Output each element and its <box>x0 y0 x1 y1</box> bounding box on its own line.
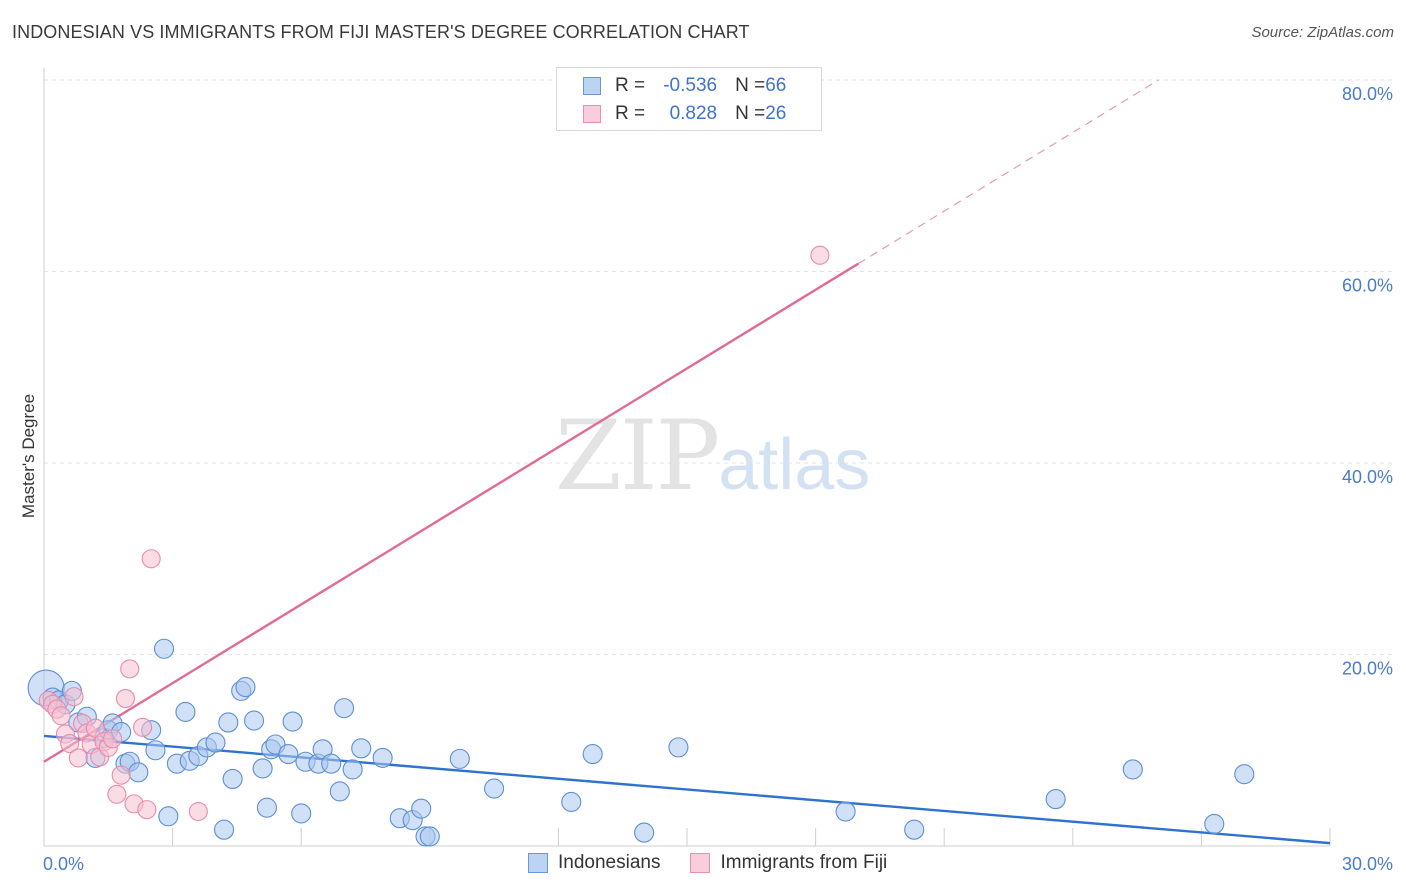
legend-n-value: 26 <box>765 103 787 124</box>
point-indonesians <box>484 778 505 799</box>
point-indonesians <box>1234 764 1255 785</box>
point-indonesians <box>128 762 149 783</box>
point-fiji <box>141 549 161 569</box>
legend-row-fiji: R = 0.828 N = 26 <box>583 102 786 126</box>
watermark-zip: ZIP <box>555 400 720 512</box>
point-indonesians <box>291 803 312 824</box>
series-legend-indonesians[interactable]: Indonesians <box>528 852 660 874</box>
point-fiji <box>810 245 830 265</box>
point-indonesians <box>1045 789 1066 810</box>
point-fiji <box>133 717 153 737</box>
legend-swatch-blue <box>583 77 601 95</box>
point-indonesians <box>351 738 372 759</box>
point-fiji <box>103 729 123 749</box>
y-tick-label: 80.0% <box>1342 84 1393 104</box>
series-legend-label: Immigrants from Fiji <box>720 852 888 873</box>
y-tick-label: 40.0% <box>1342 467 1393 487</box>
series-legend-label: Indonesians <box>558 852 661 873</box>
trend-line-indonesians <box>43 734 1331 845</box>
trend-line-fiji-extension <box>858 79 1159 265</box>
legend-r-value: 0.828 <box>669 103 718 124</box>
series-swatch-pink <box>690 853 711 873</box>
point-indonesians <box>153 638 175 659</box>
series-legend: Indonesians Immigrants from Fiji <box>528 852 917 874</box>
watermark-atlas: atlas <box>718 425 871 505</box>
correlation-legend: R = -0.536 N = 66 R = 0.828 N = 26 <box>556 67 822 131</box>
grid-lines <box>44 79 1392 655</box>
x-tick-label: 30.0% <box>1342 854 1393 874</box>
y-tick-label: 20.0% <box>1342 659 1393 679</box>
series-swatch-blue <box>528 853 548 873</box>
point-indonesians <box>334 698 355 719</box>
point-indonesians <box>449 748 470 769</box>
point-indonesians <box>1204 813 1225 835</box>
point-indonesians <box>668 737 689 758</box>
point-indonesians <box>158 806 179 827</box>
point-indonesians <box>582 744 603 765</box>
point-indonesians <box>835 801 856 822</box>
point-indonesians <box>329 781 350 802</box>
x-tick-label: 0.0% <box>43 854 84 874</box>
point-indonesians <box>561 791 582 813</box>
point-fiji <box>137 800 157 820</box>
point-fiji <box>111 765 131 785</box>
legend-r-label: R = <box>615 103 646 124</box>
point-fiji <box>115 688 135 709</box>
y-tick-labels: 20.0% 40.0% 60.0% 80.0% <box>1342 84 1393 679</box>
point-fiji <box>120 659 140 679</box>
legend-n-value: 66 <box>765 75 787 96</box>
point-indonesians <box>321 753 342 774</box>
point-indonesians <box>634 822 655 843</box>
point-indonesians <box>145 740 166 761</box>
point-fiji <box>85 718 105 738</box>
point-indonesians <box>419 826 440 847</box>
point-fiji <box>188 801 208 822</box>
legend-r-label: R = <box>615 75 646 96</box>
point-fiji <box>60 733 80 754</box>
point-fiji <box>68 748 88 768</box>
zipatlas-watermark: ZIPatlas <box>555 400 870 512</box>
legend-n-label: N = <box>735 75 766 96</box>
point-indonesians <box>411 798 432 819</box>
point-indonesians <box>1122 759 1143 780</box>
legend-row-indonesians: R = -0.536 N = 66 <box>583 74 786 98</box>
legend-n-label: N = <box>735 103 766 124</box>
point-fiji <box>107 784 127 804</box>
chart-title: INDONESIAN VS IMMIGRANTS FROM FIJI MASTE… <box>12 22 750 42</box>
trend-line-fiji <box>43 262 860 763</box>
y-tick-label: 60.0% <box>1342 276 1393 296</box>
point-indonesians <box>282 711 303 732</box>
point-indonesians <box>175 701 196 723</box>
legend-r-value: -0.536 <box>663 75 718 96</box>
point-indonesians <box>205 732 226 753</box>
y-axis-label: Master's Degree <box>19 394 38 518</box>
trend-lines <box>43 79 1331 845</box>
point-indonesians <box>252 758 273 779</box>
point-indonesians <box>235 677 256 698</box>
series-legend-fiji[interactable]: Immigrants from Fiji <box>690 852 887 874</box>
point-indonesians <box>342 759 363 780</box>
point-indonesians <box>256 797 277 818</box>
point-indonesians <box>222 768 243 790</box>
legend-swatch-pink <box>583 105 601 123</box>
x-tick-labels: 0.0% 30.0% <box>43 854 1393 874</box>
point-fiji <box>64 687 84 707</box>
point-indonesians <box>278 744 299 765</box>
point-indonesians <box>218 712 239 733</box>
point-indonesians <box>904 819 925 840</box>
source-credit: Source: ZipAtlas.com <box>1251 24 1394 41</box>
axes <box>43 68 1331 847</box>
point-indonesians <box>213 819 235 840</box>
series-indonesians-points <box>27 638 1255 847</box>
series-fiji-points <box>38 245 830 822</box>
point-indonesians <box>372 747 393 768</box>
point-fiji <box>51 706 71 726</box>
point-indonesians <box>243 710 265 731</box>
